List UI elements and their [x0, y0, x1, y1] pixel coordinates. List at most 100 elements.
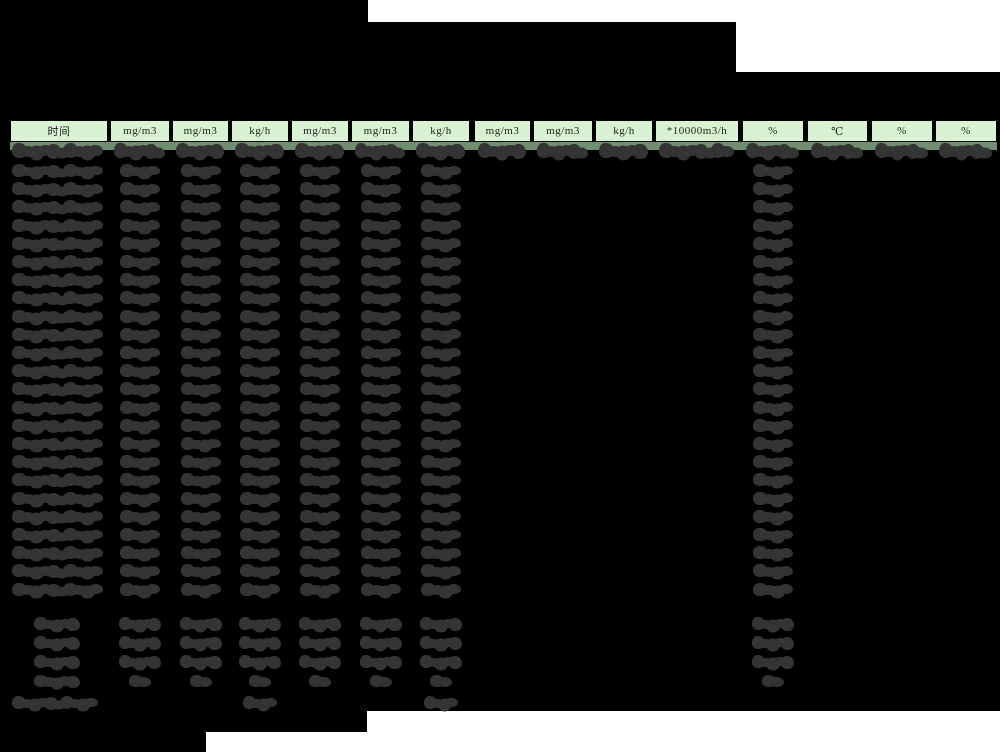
redacted-value	[180, 200, 221, 216]
redacted-value	[360, 291, 401, 307]
redacted-value	[939, 143, 992, 161]
redacted-value	[753, 418, 793, 435]
redacted-timestamp	[12, 382, 103, 398]
redacted-value	[421, 528, 461, 544]
redacted-value	[180, 528, 221, 544]
redacted-value	[300, 327, 340, 344]
column-header-unit: %	[935, 120, 997, 142]
redacted-value	[120, 255, 160, 271]
redacted-value	[240, 491, 280, 508]
redacted-value	[753, 437, 793, 453]
redacted-value	[360, 309, 401, 326]
redacted-value	[180, 182, 221, 198]
redacted-value	[753, 364, 793, 380]
redacted-value	[753, 564, 793, 580]
redacted-value	[300, 455, 340, 471]
redacted-value	[300, 528, 340, 544]
redacted-value	[811, 143, 864, 161]
redacted-value	[300, 273, 340, 289]
redacted-value	[120, 528, 160, 544]
redacted-value	[300, 546, 340, 562]
redacted-value	[753, 346, 793, 362]
redacted-value	[300, 255, 340, 271]
redacted-timestamp	[12, 455, 103, 471]
redacted-value	[360, 182, 401, 198]
redacted-value	[120, 200, 160, 216]
redacted-value	[420, 636, 463, 652]
redacted-value	[120, 218, 160, 235]
redacted-timestamp	[12, 143, 103, 161]
redacted-value	[424, 696, 458, 712]
redacted-value	[240, 200, 280, 216]
redacted-value	[295, 143, 344, 161]
redacted-value	[875, 143, 928, 161]
redacted-value	[753, 546, 793, 562]
redacted-value	[120, 418, 160, 435]
redacted-value	[300, 400, 340, 417]
redacted-value	[360, 218, 401, 235]
redacted-summary-label	[34, 675, 80, 690]
redacted-timestamp	[12, 218, 103, 235]
redacted-value	[360, 346, 401, 362]
redacted-value	[120, 509, 160, 526]
redacted-value	[180, 382, 221, 398]
redacted-timestamp	[12, 164, 103, 180]
redacted-value	[420, 617, 463, 633]
redacted-timestamp	[12, 473, 103, 489]
redacted-value	[120, 582, 160, 599]
redacted-value	[180, 291, 221, 307]
redacted-value	[753, 327, 793, 344]
redacted-value	[746, 143, 799, 161]
redacted-value	[359, 655, 402, 671]
redacted-summary-label	[34, 636, 80, 652]
redacted-value	[300, 200, 340, 216]
redacted-value	[753, 382, 793, 398]
redacted-value	[119, 636, 162, 652]
redacted-value	[300, 437, 340, 453]
redacted-value	[753, 528, 793, 544]
redacted-value	[120, 473, 160, 489]
column-header-unit: mg/m3	[533, 120, 593, 142]
redacted-timestamp	[12, 528, 103, 544]
redacted-value	[360, 364, 401, 380]
redacted-value	[309, 675, 331, 688]
redacted-value	[421, 255, 461, 271]
redacted-value	[421, 564, 461, 580]
redacted-value	[360, 564, 401, 580]
redacted-value	[180, 327, 221, 344]
column-header-unit: %	[871, 120, 933, 142]
redacted-value	[120, 400, 160, 417]
redacted-value	[355, 143, 405, 161]
redacted-value	[421, 546, 461, 562]
redacted-value	[240, 364, 280, 380]
column-header-unit: kg/h	[412, 120, 470, 142]
redacted-value	[120, 364, 160, 380]
redacted-timestamp	[12, 346, 103, 362]
redacted-timestamp	[12, 400, 103, 417]
redacted-value	[239, 617, 282, 633]
redacted-value	[300, 582, 340, 599]
redacted-value	[243, 696, 277, 712]
redacted-value	[430, 675, 452, 688]
redacted-value	[360, 473, 401, 489]
redacted-value	[537, 143, 588, 161]
redaction-block	[0, 22, 736, 72]
redacted-value	[240, 582, 280, 599]
redacted-timestamp	[12, 327, 103, 344]
redacted-value	[120, 236, 160, 253]
redacted-value	[180, 236, 221, 253]
column-header-unit: mg/m3	[291, 120, 349, 142]
redacted-value	[179, 636, 222, 652]
redacted-value	[752, 655, 795, 671]
redacted-value	[114, 143, 165, 161]
redacted-value	[180, 273, 221, 289]
redacted-value	[753, 455, 793, 471]
redacted-value	[360, 582, 401, 599]
redacted-timestamp	[12, 291, 103, 307]
redacted-value	[180, 400, 221, 417]
redacted-timestamp	[12, 255, 103, 271]
redacted-value	[180, 582, 221, 599]
redacted-value	[240, 418, 280, 435]
redacted-value	[120, 164, 160, 180]
redacted-value	[753, 273, 793, 289]
